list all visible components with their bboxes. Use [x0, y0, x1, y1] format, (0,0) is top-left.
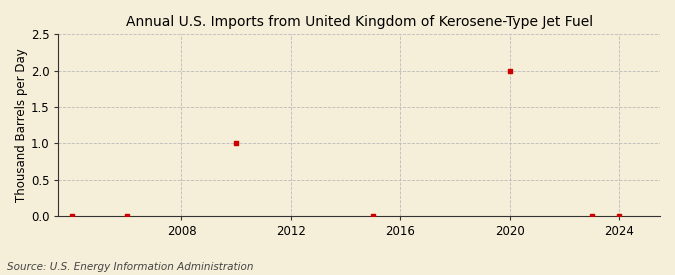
Point [504, 68, 515, 73]
Point [614, 214, 624, 218]
Y-axis label: Thousand Barrels per Day: Thousand Barrels per Day [15, 48, 28, 202]
Point [122, 214, 132, 218]
Title: Annual U.S. Imports from United Kingdom of Kerosene-Type Jet Fuel: Annual U.S. Imports from United Kingdom … [126, 15, 593, 29]
Point [231, 141, 242, 145]
Point [67, 214, 78, 218]
Point [587, 214, 597, 218]
Point [367, 214, 378, 218]
Text: Source: U.S. Energy Information Administration: Source: U.S. Energy Information Administ… [7, 262, 253, 272]
